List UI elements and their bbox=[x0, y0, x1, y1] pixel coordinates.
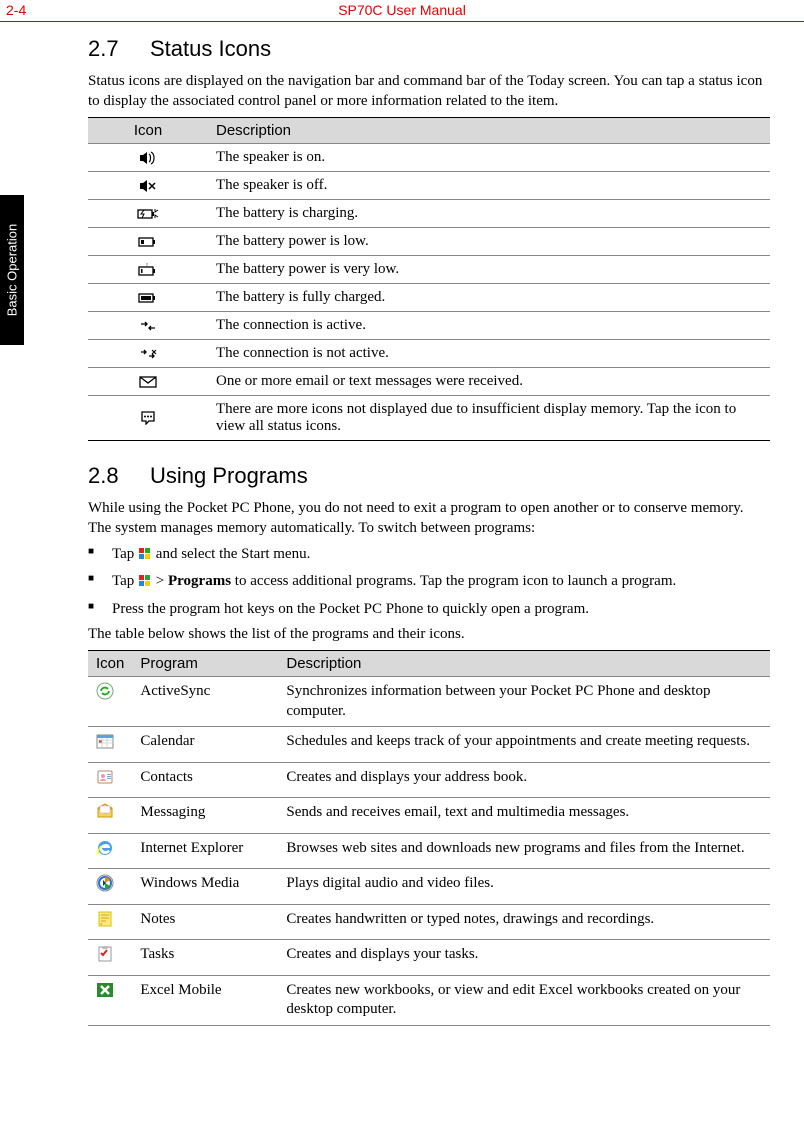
manual-title: SP70C User Manual bbox=[338, 2, 466, 18]
more-icons-icon bbox=[140, 411, 156, 425]
chapter-tab: Basic Operation bbox=[0, 195, 24, 345]
calendar-icon bbox=[96, 732, 114, 750]
contacts-icon bbox=[96, 768, 114, 786]
list-item: Press the program hot keys on the Pocket… bbox=[88, 599, 770, 619]
list-item: Tap and select the Start menu. bbox=[88, 544, 770, 567]
prog-desc: Creates handwritten or typed notes, draw… bbox=[278, 904, 770, 940]
section-2-8-heading: 2.8Using Programs bbox=[88, 463, 770, 489]
status-desc: The battery is charging. bbox=[208, 200, 770, 228]
start-flag-icon bbox=[138, 547, 152, 567]
table-row: Messaging Sends and receives email, text… bbox=[88, 798, 770, 834]
status-desc: The speaker is off. bbox=[208, 172, 770, 200]
status-desc: The battery power is low. bbox=[208, 228, 770, 256]
battery-low-icon bbox=[138, 236, 158, 248]
prog-col-icon: Icon bbox=[88, 651, 132, 677]
status-icons-table: Icon Description The speaker is on. The … bbox=[88, 117, 770, 441]
mail-icon bbox=[139, 376, 157, 388]
battery-verylow-icon: ! bbox=[138, 263, 158, 277]
svg-text:!: ! bbox=[146, 263, 148, 268]
prog-col-desc: Description bbox=[278, 651, 770, 677]
status-desc: The battery power is very low. bbox=[208, 256, 770, 284]
page-header: 2-4 SP70C User Manual bbox=[0, 0, 804, 22]
activesync-icon bbox=[96, 682, 114, 700]
table-row: The battery is fully charged. bbox=[88, 284, 770, 312]
section-title: Status Icons bbox=[150, 36, 271, 61]
programs-table-intro: The table below shows the list of the pr… bbox=[88, 625, 770, 645]
status-desc: The battery is fully charged. bbox=[208, 284, 770, 312]
prog-desc: Creates new workbooks, or view and edit … bbox=[278, 975, 770, 1025]
status-col-icon: Icon bbox=[88, 118, 208, 144]
table-row: The connection is active. bbox=[88, 312, 770, 340]
ie-icon bbox=[96, 839, 114, 857]
table-row: Excel Mobile Creates new workbooks, or v… bbox=[88, 975, 770, 1025]
page-number: 2-4 bbox=[6, 2, 26, 18]
notes-icon bbox=[96, 910, 114, 928]
prog-name: Contacts bbox=[132, 762, 278, 798]
page-content: 2.7Status Icons Status icons are display… bbox=[88, 36, 770, 1026]
section-number: 2.7 bbox=[88, 36, 150, 62]
prog-desc: Sends and receives email, text and multi… bbox=[278, 798, 770, 834]
prog-name: ActiveSync bbox=[132, 677, 278, 727]
wmp-icon bbox=[96, 874, 114, 892]
section-2-7-heading: 2.7Status Icons bbox=[88, 36, 770, 62]
prog-name: Excel Mobile bbox=[132, 975, 278, 1025]
speaker-on-icon bbox=[139, 151, 157, 165]
table-row: The speaker is off. bbox=[88, 172, 770, 200]
battery-full-icon bbox=[138, 292, 158, 304]
table-row: One or more email or text messages were … bbox=[88, 368, 770, 396]
section-title: Using Programs bbox=[150, 463, 308, 488]
prog-desc: Synchronizes information between your Po… bbox=[278, 677, 770, 727]
table-row: Contacts Creates and displays your addre… bbox=[88, 762, 770, 798]
table-row: ActiveSync Synchronizes information betw… bbox=[88, 677, 770, 727]
speaker-off-icon bbox=[139, 179, 157, 193]
prog-name: Windows Media bbox=[132, 869, 278, 905]
status-desc: The connection is not active. bbox=[208, 340, 770, 368]
table-row: Internet Explorer Browses web sites and … bbox=[88, 833, 770, 869]
prog-name: Tasks bbox=[132, 940, 278, 976]
prog-name: Notes bbox=[132, 904, 278, 940]
table-row: Notes Creates handwritten or typed notes… bbox=[88, 904, 770, 940]
table-row: The battery power is low. bbox=[88, 228, 770, 256]
chapter-tab-label: Basic Operation bbox=[5, 224, 20, 317]
section-2-8-intro: While using the Pocket PC Phone, you do … bbox=[88, 499, 770, 538]
section-number: 2.8 bbox=[88, 463, 150, 489]
list-item: Tap > Programs to access additional prog… bbox=[88, 571, 770, 594]
status-desc: There are more icons not displayed due t… bbox=[208, 396, 770, 441]
start-flag-icon bbox=[138, 574, 152, 594]
status-desc: One or more email or text messages were … bbox=[208, 368, 770, 396]
prog-desc: Plays digital audio and video files. bbox=[278, 869, 770, 905]
prog-desc: Creates and displays your address book. bbox=[278, 762, 770, 798]
table-row: ! The battery power is very low. bbox=[88, 256, 770, 284]
table-row: There are more icons not displayed due t… bbox=[88, 396, 770, 441]
table-row: The battery is charging. bbox=[88, 200, 770, 228]
connection-active-icon bbox=[139, 320, 157, 332]
table-row: Calendar Schedules and keeps track of yo… bbox=[88, 727, 770, 763]
table-row: Tasks Creates and displays your tasks. bbox=[88, 940, 770, 976]
excel-icon bbox=[96, 981, 114, 999]
messaging-icon bbox=[96, 803, 114, 821]
prog-desc: Browses web sites and downloads new prog… bbox=[278, 833, 770, 869]
table-row: The speaker is on. bbox=[88, 144, 770, 172]
status-desc: The connection is active. bbox=[208, 312, 770, 340]
status-col-desc: Description bbox=[208, 118, 770, 144]
table-row: The connection is not active. bbox=[88, 340, 770, 368]
bullet-list: Tap and select the Start menu. Tap > Pro… bbox=[88, 544, 770, 619]
prog-desc: Schedules and keeps track of your appoin… bbox=[278, 727, 770, 763]
prog-col-program: Program bbox=[132, 651, 278, 677]
prog-name: Messaging bbox=[132, 798, 278, 834]
battery-charging-icon bbox=[137, 207, 159, 221]
table-row: Windows Media Plays digital audio and vi… bbox=[88, 869, 770, 905]
prog-name: Internet Explorer bbox=[132, 833, 278, 869]
section-2-7-intro: Status icons are displayed on the naviga… bbox=[88, 72, 770, 111]
tasks-icon bbox=[96, 945, 114, 963]
status-desc: The speaker is on. bbox=[208, 144, 770, 172]
programs-table: Icon Program Description ActiveSync Sync… bbox=[88, 650, 770, 1026]
prog-desc: Creates and displays your tasks. bbox=[278, 940, 770, 976]
prog-name: Calendar bbox=[132, 727, 278, 763]
connection-inactive-icon bbox=[139, 348, 157, 360]
